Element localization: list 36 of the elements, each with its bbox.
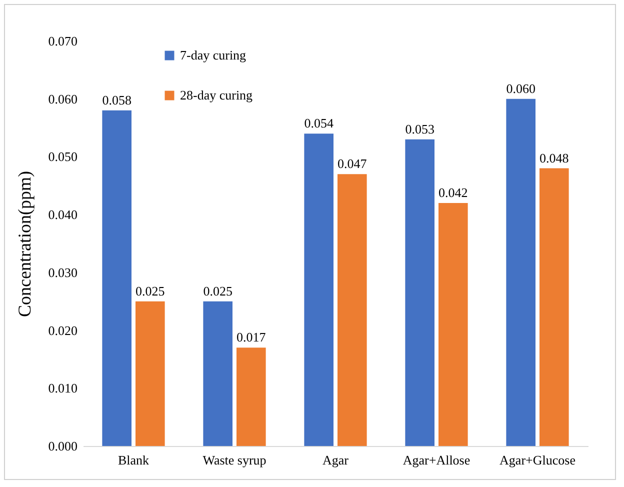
data-label: 0.042 [438,185,468,200]
y-tick-label: 0.060 [48,91,78,106]
bar [540,168,569,446]
bar [438,203,468,446]
data-label: 0.025 [136,283,165,298]
y-tick-label: 0.030 [48,264,78,280]
y-tick-label: 0.020 [48,322,78,338]
x-tick-label: Agar+Allose [402,452,470,468]
data-label: 0.060 [506,80,536,96]
x-tick-label: Blank [118,452,150,468]
legend-label: 28-day curing [180,88,254,102]
bar [102,110,132,446]
data-label: 0.017 [236,330,266,345]
bar [405,139,434,446]
bar [304,134,334,446]
bar [506,98,536,446]
x-tick-label: Agar+Glucose [500,452,576,468]
data-label: 0.053 [405,121,434,136]
legend-label: 7-day curing [180,48,247,62]
y-tick-label: 0.070 [48,34,78,48]
y-axis-title: Concentration(ppm) [14,171,34,317]
bar [136,301,165,446]
y-tick-label: 0.050 [48,149,78,164]
bar [203,301,232,446]
bar [236,348,266,446]
x-tick-label: Waste syrup [202,452,266,468]
bar [338,174,367,446]
y-tick-label: 0.040 [48,207,78,222]
y-tick-label: 0.000 [48,438,78,454]
x-tick-label: Agar [322,452,350,468]
data-label: 0.048 [540,150,569,166]
data-label: 0.054 [304,116,334,131]
y-tick-label: 0.010 [48,380,78,396]
data-label: 0.047 [338,156,368,172]
data-label: 0.025 [203,283,232,298]
data-label: 0.058 [102,92,132,108]
